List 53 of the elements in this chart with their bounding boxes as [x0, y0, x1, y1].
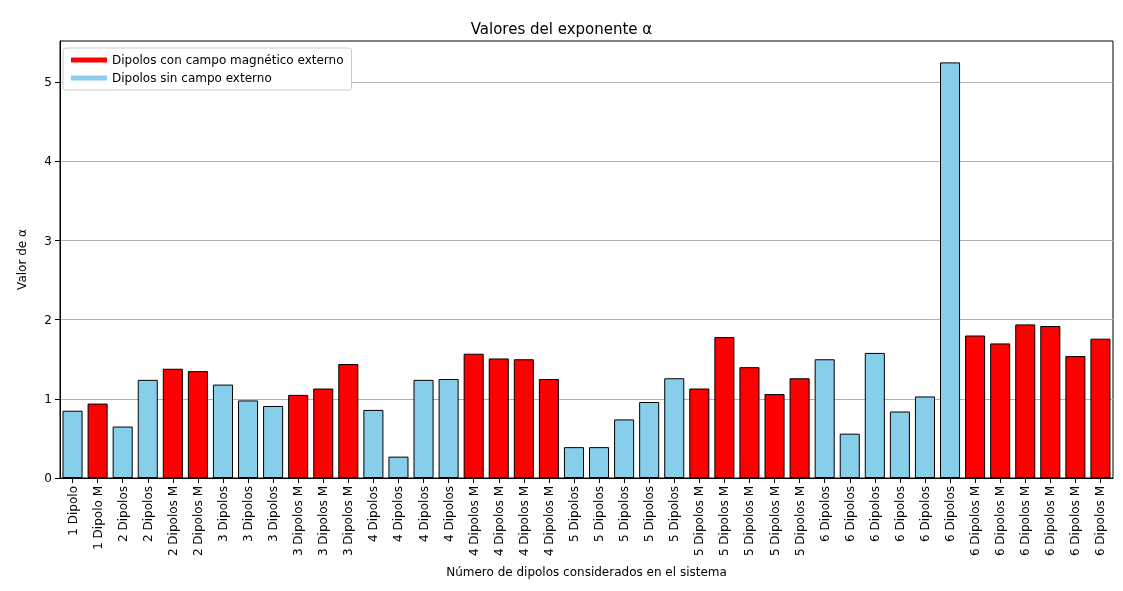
- x-tick-label: 4 Dipolos M: [466, 486, 481, 557]
- x-tick-label: 5 Dipolos: [566, 486, 581, 542]
- x-tick-label: 3 Dipolos: [266, 486, 281, 542]
- legend-label: Dipolos con campo magnético externo: [112, 53, 344, 67]
- x-tick-label: 3 Dipolos M: [291, 486, 306, 557]
- x-tick-label: 6 Dipolos: [917, 486, 932, 542]
- x-tick-label: 4 Dipolos M: [516, 486, 531, 557]
- y-tick-label: 2: [44, 312, 52, 327]
- x-tick-label: 5 Dipolos: [617, 486, 632, 542]
- y-tick-label: 0: [44, 471, 52, 485]
- y-tick-label: 3: [44, 233, 52, 248]
- x-tick-label: 4 Dipolos M: [491, 486, 506, 557]
- x-tick-label: 5 Dipolos: [667, 486, 682, 542]
- x-tick-label: 6 Dipolos: [892, 486, 907, 542]
- x-tick-label: 5 Dipolos M: [767, 486, 782, 557]
- x-tick-label: 5 Dipolos M: [742, 486, 757, 557]
- x-tick-label: 4 Dipolos: [416, 486, 431, 542]
- x-tick-label: 3 Dipolos M: [316, 486, 331, 557]
- x-tick-label: 6 Dipolos: [817, 486, 832, 542]
- x-tick-label: 6 Dipolos: [867, 486, 882, 542]
- y-axis-title: Valor de α: [15, 229, 29, 290]
- x-tick-label: 6 Dipolos M: [1068, 486, 1083, 557]
- x-tick-label: 1 Dipolo: [65, 486, 80, 536]
- legend-label: Dipolos sin campo externo: [112, 71, 272, 85]
- y-tick-label: 5: [44, 75, 52, 90]
- x-tick-label: 6 Dipolos M: [1043, 486, 1058, 557]
- x-axis-title: Número de dipolos considerados en el sistema: [446, 565, 727, 579]
- chart-title: Valores del exponente α: [470, 19, 653, 38]
- x-tick-label: 6 Dipolos: [842, 486, 857, 542]
- x-tick-label: 3 Dipolos: [241, 486, 256, 542]
- x-tick-label: 6 Dipolos: [943, 486, 958, 542]
- y-tick-label: 1: [44, 391, 52, 406]
- x-tick-label: 6 Dipolos M: [993, 486, 1008, 557]
- x-tick-label: 2 Dipolos M: [165, 486, 180, 557]
- x-tick-label: 5 Dipolos M: [717, 486, 732, 557]
- x-tick-label: 5 Dipolos: [642, 486, 657, 542]
- y-tick-label: 4: [44, 154, 52, 169]
- x-tick-label: 3 Dipolos: [215, 486, 230, 542]
- x-tick-label: 2 Dipolos M: [190, 486, 205, 557]
- x-tick-label: 6 Dipolos M: [1018, 486, 1033, 557]
- x-tick-label: 5 Dipolos M: [692, 486, 707, 557]
- x-tick-label: 4 Dipolos: [391, 486, 406, 542]
- x-tick-label: 4 Dipolos: [441, 486, 456, 542]
- x-tick-label: 4 Dipolos M: [541, 486, 556, 557]
- x-tick-label: 5 Dipolos M: [792, 486, 807, 557]
- x-tick-label: 6 Dipolos M: [1093, 486, 1108, 557]
- x-tick-label: 2 Dipolos: [140, 486, 155, 542]
- x-tick-label: 3 Dipolos M: [341, 486, 356, 557]
- x-tick-label: 5 Dipolos: [592, 486, 607, 542]
- x-tick-label: 2 Dipolos: [115, 486, 130, 542]
- x-tick-label: 6 Dipolos M: [968, 486, 983, 557]
- x-tick-label: 1 Dipolo M: [90, 486, 105, 550]
- x-tick-label: 4 Dipolos: [366, 486, 381, 542]
